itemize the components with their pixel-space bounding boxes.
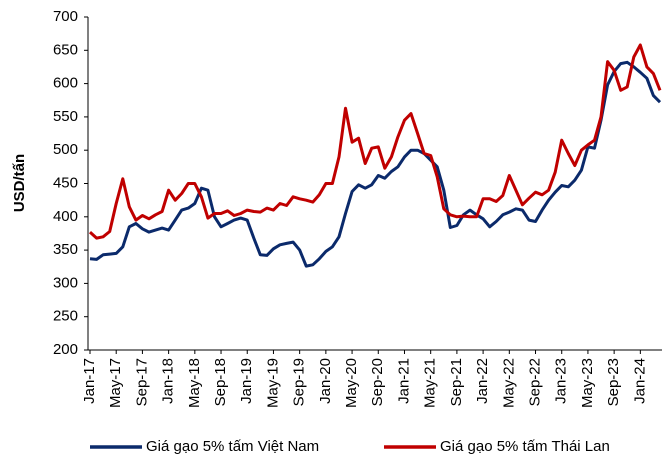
legend-label: Giá gạo 5% tấm Thái Lan: [440, 438, 610, 455]
x-tick-label: Sep-22: [526, 358, 543, 406]
y-axis-label: USD/tấn: [11, 154, 28, 212]
x-tick-label: May-23: [579, 358, 596, 408]
x-tick-label: Sep-23: [605, 358, 622, 406]
x-tick-label: Jan-19: [238, 358, 255, 404]
x-tick-label: Jan-24: [631, 358, 648, 404]
x-tick-label: Jan-18: [160, 358, 177, 404]
x-tick-label: May-20: [343, 358, 360, 408]
x-tick-label: Jan-20: [317, 358, 334, 404]
y-tick-label: 250: [53, 308, 78, 325]
x-tick-label: May-22: [500, 358, 517, 408]
y-tick-label: 450: [53, 174, 78, 191]
x-tick-label: Sep-21: [448, 358, 465, 406]
y-tick-label: 700: [53, 8, 78, 25]
series-line: [88, 43, 662, 240]
x-tick-label: Jan-21: [395, 358, 412, 404]
y-tick-label: 200: [53, 341, 78, 358]
x-tick-label: May-18: [186, 358, 203, 408]
x-tick-label: May-17: [107, 358, 124, 408]
y-tick-label: 350: [53, 241, 78, 258]
x-tick-label: Sep-18: [212, 358, 229, 406]
x-tick-label: Sep-20: [369, 358, 386, 406]
x-tick-label: Sep-17: [133, 358, 150, 406]
x-tick-label: May-21: [422, 358, 439, 408]
x-tick-label: Jan-23: [553, 358, 570, 404]
x-tick-label: Jan-22: [474, 358, 491, 404]
y-tick-label: 300: [53, 274, 78, 291]
y-tick-label: 600: [53, 75, 78, 92]
legend-label: Giá gạo 5% tấm Việt Nam: [146, 438, 319, 455]
y-tick-label: 400: [53, 208, 78, 225]
x-tick-label: Sep-19: [291, 358, 308, 406]
y-tick-label: 650: [53, 41, 78, 58]
x-tick-label: Jan-17: [81, 358, 98, 404]
y-tick-label: 500: [53, 141, 78, 158]
y-tick-label: 550: [53, 108, 78, 125]
x-tick-label: May-19: [264, 358, 281, 408]
series-line: [89, 60, 662, 268]
